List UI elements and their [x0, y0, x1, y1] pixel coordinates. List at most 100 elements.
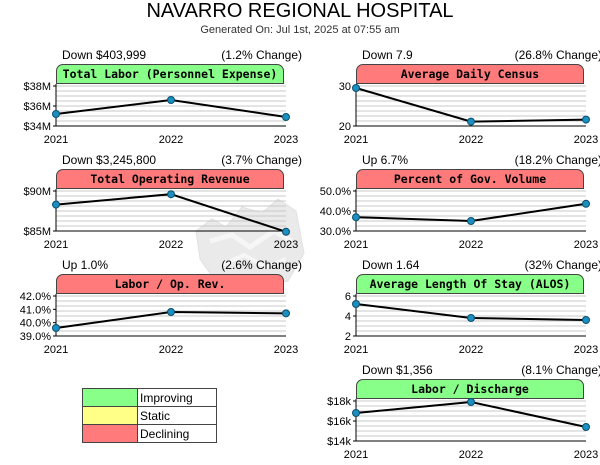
y-tick-label: 20	[339, 121, 351, 133]
x-tick-label: 2023	[574, 449, 598, 461]
chart-title: Total Operating Revenue	[56, 169, 284, 189]
chart-title: Percent of Gov. Volume	[356, 169, 584, 189]
x-tick-label: 2023	[274, 239, 298, 251]
data-point	[582, 423, 590, 431]
x-tick-label: 2021	[44, 239, 68, 251]
y-tick-label: $16k	[327, 416, 351, 428]
data-point	[282, 113, 290, 121]
change-amount: Up 6.7%	[362, 153, 409, 167]
line-chart: 39.0%40.0% 41.0%42.0% 2021 2022 2023	[20, 291, 298, 356]
y-tick-label: $14k	[327, 436, 351, 448]
x-tick-label: 2022	[459, 344, 483, 356]
data-point	[467, 217, 475, 225]
x-tick-label: 2021	[344, 344, 368, 356]
y-tick-label: 41.0%	[20, 304, 51, 316]
x-tick-label: 2021	[44, 134, 68, 146]
chart-panel: Up 1.0% (2.6% Change) Labor / Op. Rev. 39.0…	[20, 258, 302, 368]
line-chart: 2 4 6 2021 2022 2023	[344, 291, 598, 356]
change-amount: Down $403,999	[62, 48, 147, 62]
x-tick-label: 2022	[459, 449, 483, 461]
x-tick-label: 2021	[44, 344, 68, 356]
change-amount: Down $3,245,800	[62, 153, 157, 167]
data-point	[282, 309, 290, 318]
page-title: NAVARRO REGIONAL HOSPITAL	[146, 0, 454, 22]
legend-row: Improving	[82, 388, 217, 407]
legend-label: Declining	[137, 424, 217, 443]
chart-title: Total Labor (Personnel Expense)	[56, 64, 284, 84]
series-line	[355, 87, 587, 123]
legend-row: Static	[82, 406, 217, 425]
chart-panel: Down $3,245,800 (3.7% Change) Total Operat…	[23, 153, 302, 263]
x-tick-label: 2021	[344, 239, 368, 251]
change-percent: (18.2% Change)	[514, 153, 600, 167]
data-point	[352, 84, 360, 92]
chart-title: Average Daily Census	[356, 64, 584, 84]
x-tick-label: 2023	[274, 134, 298, 146]
x-tick-label: 2023	[274, 344, 298, 356]
x-tick-label: 2022	[459, 239, 483, 251]
change-percent: (8.1% Change)	[521, 363, 600, 377]
data-point	[282, 227, 290, 236]
line-chart: 30.0% 40.0% 50.0% 2021 2022 2023	[320, 186, 598, 251]
data-point	[582, 199, 590, 208]
x-tick-label: 2022	[159, 239, 183, 251]
y-tick-label: 30.0%	[320, 226, 351, 238]
legend-swatch	[82, 424, 138, 443]
change-amount: Down $1,356	[362, 363, 433, 377]
legend-label: Improving	[137, 388, 217, 407]
x-tick-label: 2021	[344, 449, 368, 461]
x-tick-label: 2021	[344, 134, 368, 146]
change-percent: (26.8% Change)	[514, 48, 600, 62]
y-tick-label: $36M	[23, 101, 51, 113]
data-point	[582, 115, 590, 124]
chart-panel: Down $1,356 (8.1% Change) Labor / Discharg…	[327, 363, 600, 465]
data-point	[352, 300, 360, 308]
y-tick-label: 2	[345, 331, 351, 343]
data-point	[467, 398, 475, 406]
x-tick-label: 2022	[159, 134, 183, 146]
y-tick-label: 6	[345, 291, 351, 303]
chart-title: Average Length Of Stay (ALOS)	[356, 274, 584, 294]
chart-panel: Up 6.7% (18.2% Change) Percent of Gov. Vol…	[320, 153, 600, 263]
y-tick-label: 40.0%	[20, 318, 51, 330]
legend-swatch	[82, 406, 138, 425]
x-tick-label: 2023	[574, 239, 598, 251]
chart-panel: Down 7.9 (26.8% Change) Average Daily Cens…	[339, 48, 600, 158]
y-tick-label: 42.0%	[20, 291, 51, 303]
change-amount: Up 1.0%	[62, 258, 109, 272]
chart-title: Labor / Op. Rev.	[56, 274, 284, 294]
data-point	[52, 324, 60, 332]
change-percent: (3.7% Change)	[221, 153, 302, 167]
data-point	[352, 409, 360, 417]
y-tick-label: $90M	[23, 186, 51, 198]
data-point	[352, 213, 360, 222]
y-tick-label: $85M	[23, 226, 51, 238]
data-point	[52, 200, 60, 209]
legend: Improving Static Declining	[82, 388, 217, 443]
data-point	[52, 110, 60, 118]
y-tick-label: 30	[339, 81, 351, 93]
x-tick-label: 2022	[159, 344, 183, 356]
data-point	[467, 117, 475, 126]
x-tick-label: 2023	[574, 344, 598, 356]
y-tick-label: $38M	[23, 81, 51, 93]
y-tick-label: 4	[345, 311, 351, 323]
line-chart: $85M $90M 2021 2022 2023	[23, 186, 298, 251]
x-tick-label: 2022	[459, 134, 483, 146]
data-point	[582, 316, 590, 324]
legend-row: Declining	[82, 424, 217, 443]
chart-panel: Down 1.64 (32% Change) Average Length Of S…	[344, 258, 600, 368]
legend-label: Static	[137, 406, 217, 425]
y-tick-label: 39.0%	[20, 331, 51, 343]
change-percent: (2.6% Change)	[221, 258, 302, 272]
change-amount: Down 7.9	[362, 48, 413, 62]
change-amount: Down 1.64	[362, 258, 420, 272]
y-tick-label: 50.0%	[320, 186, 351, 198]
line-chart: 20 30 2021 2022 2023	[339, 81, 598, 146]
generated-timestamp: Generated On: Jul 1st, 2025 at 07:55 am	[200, 24, 400, 36]
change-percent: (32% Change)	[524, 258, 600, 272]
data-point	[167, 308, 175, 316]
data-point	[467, 314, 475, 322]
chart-panel: Down $403,999 (1.2% Change) Total Labor (P…	[23, 48, 302, 158]
change-percent: (1.2% Change)	[221, 48, 302, 62]
